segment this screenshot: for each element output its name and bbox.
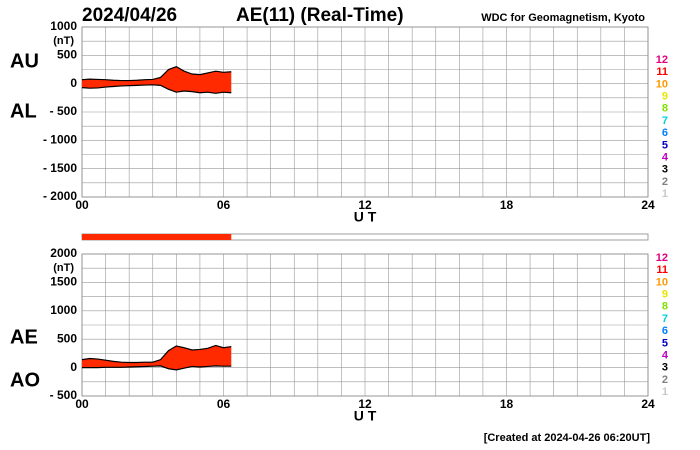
- y-tick-label: - 1000: [43, 133, 77, 147]
- station-legend-label: 2: [662, 374, 668, 386]
- station-legend-label: 1: [662, 386, 668, 398]
- x-tick-label: 24: [641, 397, 655, 411]
- station-legend-label: 4: [662, 152, 669, 164]
- y-tick-label: 1000: [50, 19, 77, 33]
- x-tick-label: 00: [75, 397, 89, 411]
- y-tick-label: 2000: [50, 246, 77, 260]
- station-legend-label: 11: [656, 264, 668, 276]
- y-tick-label: 0: [70, 76, 77, 90]
- x-tick-label: 12: [358, 198, 372, 212]
- y-tick-label: 1000: [50, 303, 77, 317]
- series-line: [81, 66, 232, 82]
- station-legend-label: 10: [656, 276, 668, 288]
- y-tick-label: 500: [57, 331, 77, 345]
- y-tick-label: 0: [70, 360, 77, 374]
- station-legend-label: 7: [662, 313, 668, 325]
- station-legend-label: 4: [662, 350, 669, 362]
- station-legend-label: 12: [656, 54, 668, 66]
- range-fill: [82, 345, 232, 370]
- x-tick-label: 06: [217, 198, 231, 212]
- series-line: [81, 344, 232, 364]
- plot-frame: [81, 253, 649, 397]
- coverage-bar: [82, 234, 232, 240]
- y-tick-label: 1500: [50, 275, 77, 289]
- station-legend-label: 8: [662, 103, 668, 115]
- station-legend-label: 9: [662, 91, 668, 103]
- x-tick-label: 24: [641, 198, 655, 212]
- source: WDC for Geomagnetism, Kyoto: [481, 12, 645, 24]
- station-legend-label: 5: [662, 139, 668, 151]
- unit-label: (nT): [53, 262, 74, 274]
- footer: [Created at 2024-04-26 06:20UT]: [484, 432, 651, 444]
- range-fill: [82, 66, 232, 94]
- station-legend-label: 6: [662, 127, 668, 139]
- station-legend-label: 10: [656, 78, 668, 90]
- y-tick-label: - 2000: [43, 189, 77, 203]
- station-legend-label: 5: [662, 337, 668, 349]
- x-tick-label: 12: [358, 397, 372, 411]
- series-line: [81, 84, 232, 94]
- x-tick-label: 00: [75, 198, 89, 212]
- x-tick-label: 18: [500, 397, 514, 411]
- x-tick-label: 06: [217, 397, 231, 411]
- x-tick-label: 18: [500, 198, 514, 212]
- station-legend-label: 1: [662, 188, 668, 200]
- station-legend-label: 2: [662, 176, 668, 188]
- series-name: AO: [10, 369, 40, 391]
- x-axis-label: U T: [354, 408, 377, 424]
- station-legend-label: 8: [662, 301, 668, 313]
- y-tick-label: 500: [57, 48, 77, 62]
- series-name: AE: [10, 326, 38, 348]
- unit-label: (nT): [53, 35, 74, 47]
- date: 2024/04/26: [82, 5, 177, 26]
- x-axis-label: U T: [354, 209, 377, 225]
- y-tick-label: - 500: [50, 104, 78, 118]
- plot-frame: [81, 26, 649, 198]
- station-legend-label: 3: [662, 164, 668, 176]
- y-tick-label: - 500: [50, 388, 78, 402]
- series-name: AL: [10, 100, 37, 122]
- station-legend-label: 12: [656, 252, 668, 264]
- station-legend-label: 11: [656, 66, 668, 78]
- y-tick-label: - 1500: [43, 161, 77, 175]
- station-legend-label: 6: [662, 325, 668, 337]
- station-legend-label: 3: [662, 362, 668, 374]
- series-name: AU: [10, 50, 39, 72]
- station-legend-label: 9: [662, 289, 668, 301]
- chart-title: AE(11) (Real-Time): [236, 5, 404, 26]
- series-line: [82, 365, 232, 371]
- station-legend-label: 7: [662, 115, 668, 127]
